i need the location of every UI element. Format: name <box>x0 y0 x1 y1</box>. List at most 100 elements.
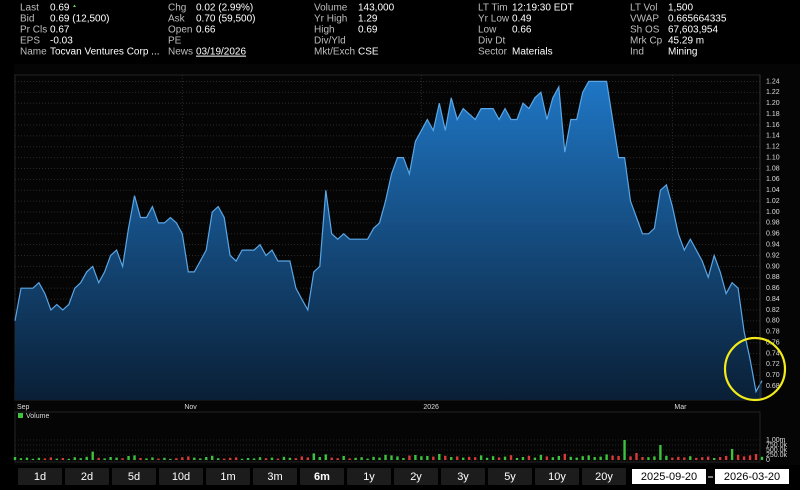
range-button[interactable] <box>488 468 532 485</box>
end-date[interactable]: 2026-03-20 <box>724 471 780 483</box>
date-field[interactable] <box>632 469 706 484</box>
volume-bar <box>467 456 471 460</box>
range-label[interactable]: 5d <box>128 471 140 483</box>
volume-bar <box>61 458 65 460</box>
range-label[interactable]: 1d <box>34 471 46 483</box>
range-button[interactable] <box>394 468 438 485</box>
volume-bar <box>545 456 549 460</box>
volume-bar <box>13 457 17 460</box>
y-tick-label: 0.86 <box>766 285 780 292</box>
volume-bar <box>462 457 465 460</box>
range-label[interactable]: 1y <box>363 471 375 483</box>
field-value: 0.49 <box>512 14 532 25</box>
volume-bar <box>760 456 764 460</box>
volume-bar <box>25 457 29 460</box>
volume-bar <box>665 455 668 460</box>
volume-bar <box>49 457 53 460</box>
volume-bar <box>31 458 35 460</box>
volume-bar <box>252 458 256 460</box>
volume-bar <box>324 454 327 460</box>
range-button[interactable] <box>441 468 485 485</box>
field-label: High <box>314 25 335 36</box>
field-value: 0.69 <box>358 25 378 36</box>
volume-bar <box>330 457 333 460</box>
range-label[interactable]: 6m <box>314 471 330 483</box>
field-label: Div Dt <box>478 36 505 47</box>
volume-bar <box>276 458 280 460</box>
range-button[interactable] <box>347 468 391 485</box>
range-button[interactable] <box>300 468 344 485</box>
volume-bar <box>479 455 483 460</box>
range-button[interactable] <box>65 468 109 485</box>
field-label: Ind <box>630 47 644 58</box>
field-label: VWAP <box>630 14 659 25</box>
volume-bar <box>354 457 357 460</box>
volume-bar <box>408 455 411 460</box>
range-label[interactable]: 3y <box>457 471 469 483</box>
volume-bar <box>133 455 136 460</box>
field-label: Ask <box>168 14 186 25</box>
volume-bar <box>754 454 758 460</box>
volume-bar <box>390 455 393 460</box>
volume-bar <box>37 457 41 460</box>
field-value[interactable]: 03/19/2026 <box>196 47 246 58</box>
field-value: -0.03 <box>50 36 73 47</box>
volume-bar <box>187 456 190 460</box>
volume-frame <box>14 411 761 463</box>
range-button[interactable] <box>159 468 203 485</box>
range-label[interactable]: 2d <box>81 471 93 483</box>
range-label[interactable]: 5y <box>504 471 516 483</box>
volume-bar <box>193 457 196 460</box>
range-button[interactable] <box>582 468 626 485</box>
volume-bar <box>312 453 315 460</box>
date-field[interactable] <box>715 469 789 484</box>
volume-bar <box>163 457 166 460</box>
range-label[interactable]: 2y <box>410 471 422 483</box>
range-label[interactable]: 10y <box>548 471 566 483</box>
field-value: CSE <box>358 47 379 58</box>
volume-bar <box>109 457 112 460</box>
y-tick-label: 0.82 <box>766 307 780 314</box>
y-tick-label: 0.74 <box>766 350 780 357</box>
range-label[interactable]: 20y <box>595 471 613 483</box>
volume-bar <box>181 457 184 460</box>
y-tick-label: 0.80 <box>766 318 780 325</box>
range-button[interactable] <box>112 468 156 485</box>
field-value: 1.29 <box>358 14 378 25</box>
y-tick-label: 1.14 <box>766 133 780 140</box>
volume-bar <box>420 456 423 460</box>
y-tick-label: 0 <box>766 457 770 464</box>
volume-bar <box>587 455 590 460</box>
volume-bar <box>581 456 584 460</box>
range-label[interactable]: 3m <box>267 471 282 483</box>
start-date[interactable]: 2025-09-20 <box>641 471 697 483</box>
volume-bar <box>742 456 746 460</box>
range-button[interactable] <box>253 468 297 485</box>
y-tick-label: 500.0k <box>766 447 788 454</box>
field-label: Open <box>168 25 192 36</box>
volume-bar <box>234 457 238 460</box>
volume-bar <box>724 456 728 460</box>
range-button[interactable] <box>535 468 579 485</box>
volume-bar <box>246 458 250 460</box>
volume-bar <box>575 457 578 460</box>
range-toolbar: 1d 2d 5d 10d 1m 3m 6m 1y 2y 3y 5y 10y 20y 2025-09-20 2… <box>18 468 789 485</box>
volume-bar <box>151 457 154 460</box>
y-tick-label: 0.72 <box>766 361 780 368</box>
volume-bar <box>127 456 130 460</box>
field-value: 12:19:30 EDT <box>512 3 574 14</box>
volume-bar <box>641 457 644 460</box>
volume-bar <box>432 456 435 460</box>
volume-bar <box>569 456 572 460</box>
volume-bar <box>593 457 596 460</box>
range-label[interactable]: 10d <box>172 471 190 483</box>
volume-bar <box>503 456 507 460</box>
range-button[interactable] <box>206 468 250 485</box>
volume-bar <box>671 457 674 460</box>
volume-bar <box>617 456 620 460</box>
volume-bar <box>677 456 680 460</box>
range-label[interactable]: 1m <box>220 471 235 483</box>
volume-bar <box>491 456 495 460</box>
range-button[interactable] <box>18 468 62 485</box>
